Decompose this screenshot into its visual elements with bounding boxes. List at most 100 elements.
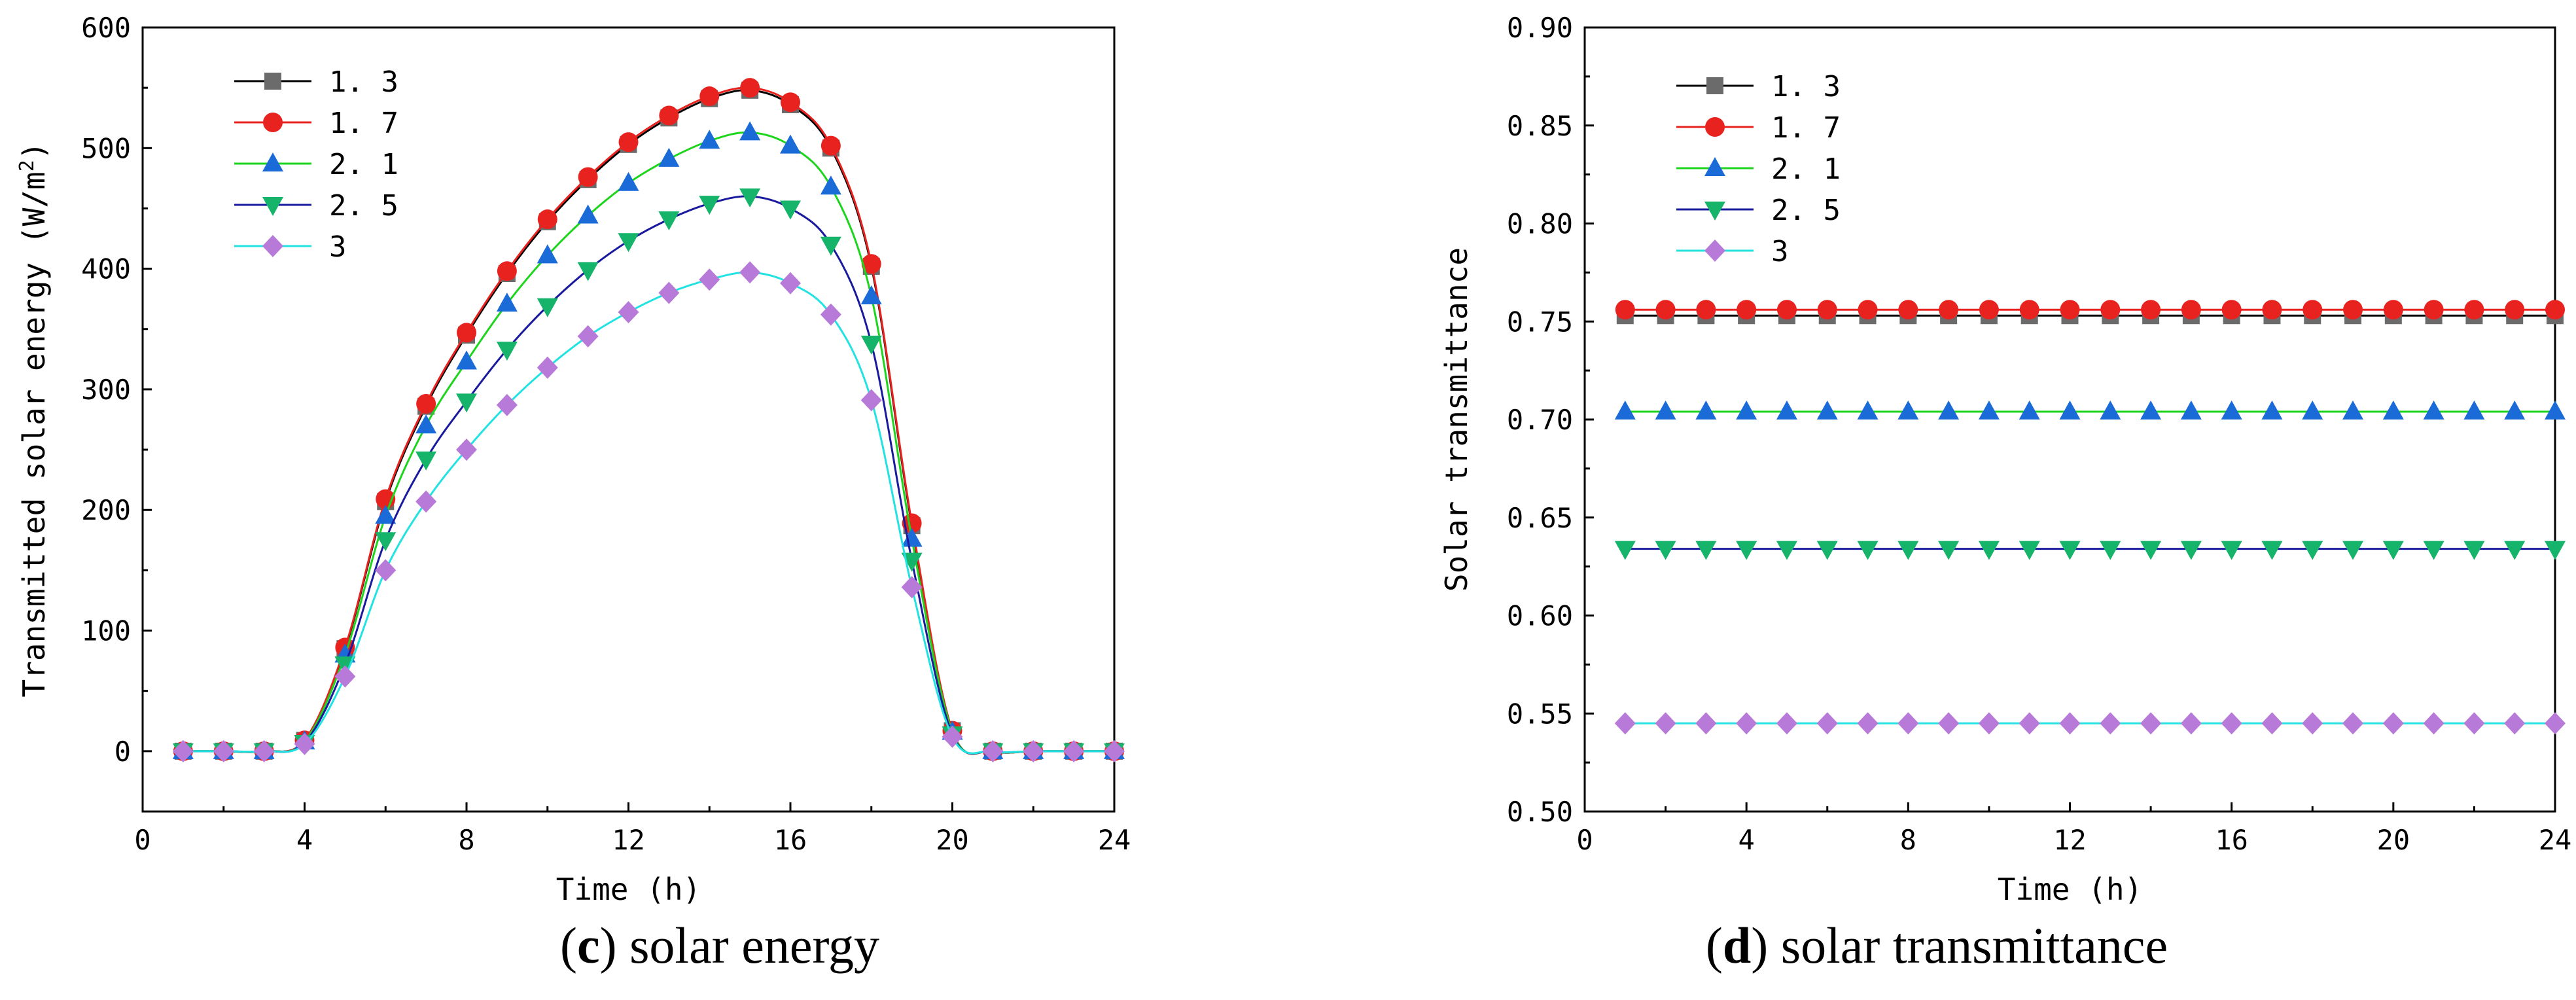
data-point — [2019, 712, 2040, 735]
data-point — [2504, 541, 2526, 560]
caption-d-letter: d — [1722, 917, 1752, 974]
data-point — [2342, 712, 2364, 735]
data-point — [901, 576, 923, 599]
legend-marker — [1704, 157, 1725, 176]
y-tick-label: 0.85 — [1507, 110, 1573, 142]
data-point — [1816, 541, 1838, 560]
data-point — [2342, 401, 2364, 420]
series-3 — [1614, 712, 2566, 735]
x-axis-label: Time (h) — [1998, 872, 2143, 907]
data-point — [1938, 712, 1960, 735]
data-point — [1736, 541, 1757, 560]
y-tick-label: 200 — [81, 494, 131, 526]
legend-marker — [262, 152, 283, 171]
data-point — [2059, 541, 2081, 560]
x-tick-label: 16 — [774, 824, 807, 856]
data-point — [658, 147, 680, 167]
data-point — [860, 389, 882, 412]
data-point — [1737, 300, 1757, 320]
series-2.5 — [172, 188, 1125, 762]
data-point — [2100, 401, 2121, 420]
legend-label: 2. 1 — [1771, 152, 1841, 186]
data-point — [1979, 300, 1999, 320]
data-point — [861, 254, 881, 274]
x-axis-label: Time (h) — [556, 872, 701, 907]
data-point — [1939, 300, 1959, 320]
legend-label: 1. 7 — [1771, 111, 1841, 145]
data-point — [2060, 300, 2080, 320]
data-point — [1898, 300, 1918, 320]
y-tick-label: 100 — [81, 615, 131, 647]
y-axis-label: Solar transmittance — [1439, 247, 1474, 592]
data-point — [658, 281, 680, 304]
chart-d: 0 4 8 12 16 20 24 0.50 0.55 0.60 0.65 0.70 0.75 0.80 0… — [1439, 12, 2571, 907]
legend-label: 3 — [1771, 235, 1789, 268]
data-point — [1897, 401, 1919, 420]
y-tick-label: 0.70 — [1507, 404, 1573, 436]
data-point — [618, 132, 639, 152]
data-point — [2221, 541, 2242, 560]
data-point — [1614, 541, 1636, 560]
data-point — [537, 298, 558, 317]
data-point — [1655, 541, 1676, 560]
series-line — [183, 89, 1114, 755]
data-point — [456, 393, 477, 413]
y-tick-label: 400 — [81, 253, 131, 285]
data-point — [2343, 300, 2363, 320]
data-point — [2140, 401, 2162, 420]
series-2.1 — [1614, 401, 2566, 420]
data-point — [213, 740, 234, 762]
data-point — [2383, 300, 2403, 320]
series-line — [183, 195, 1114, 755]
data-point — [1063, 740, 1085, 762]
data-point — [618, 171, 639, 191]
data-point — [2019, 300, 2039, 320]
data-point — [2545, 300, 2565, 320]
x-tick-label: 8 — [458, 824, 474, 856]
data-point — [1978, 401, 2000, 420]
data-point — [2505, 300, 2525, 320]
data-point — [618, 300, 639, 323]
data-point — [2100, 712, 2121, 735]
data-point — [780, 272, 801, 295]
data-point — [2221, 300, 2242, 320]
data-point — [1938, 401, 1960, 420]
data-point — [172, 740, 194, 762]
data-point — [781, 92, 800, 113]
data-point — [1817, 300, 1837, 320]
data-point — [2019, 401, 2040, 420]
data-point — [2140, 712, 2162, 735]
data-point — [2302, 541, 2323, 560]
data-point — [2019, 541, 2040, 560]
data-point — [457, 323, 476, 343]
data-point — [820, 175, 841, 195]
data-point — [456, 350, 477, 370]
data-point — [740, 78, 760, 98]
x-tick-label: 16 — [2215, 824, 2248, 856]
legend-marker — [1704, 202, 1725, 221]
y-tick-label: 600 — [81, 12, 131, 44]
data-point — [537, 244, 558, 264]
data-point — [2545, 712, 2566, 735]
data-point — [2463, 712, 2485, 735]
data-point — [415, 490, 437, 513]
caption-d: (d) solar transmittance — [1705, 917, 2168, 974]
data-point — [1615, 300, 1635, 320]
legend-marker — [264, 73, 281, 90]
chart-c: 0 4 8 12 16 20 24 0 100 200 300 400 500 600 Time (h) Tr… — [16, 12, 1131, 907]
data-point — [2261, 541, 2283, 560]
x-tick-label: 4 — [296, 824, 313, 856]
data-point — [1776, 401, 1797, 420]
y-tick-label: 0.75 — [1507, 306, 1573, 338]
y-axis-label-main: Transmitted solar energy (W/m — [16, 171, 52, 697]
data-point — [739, 121, 761, 141]
data-point — [1776, 541, 1797, 560]
data-point — [860, 335, 882, 355]
data-point — [2463, 401, 2485, 420]
x-tick-label: 20 — [936, 824, 969, 856]
data-point — [1695, 712, 1717, 735]
data-point — [1695, 541, 1717, 560]
data-point — [537, 209, 557, 230]
series-1.7 — [1615, 300, 2565, 320]
